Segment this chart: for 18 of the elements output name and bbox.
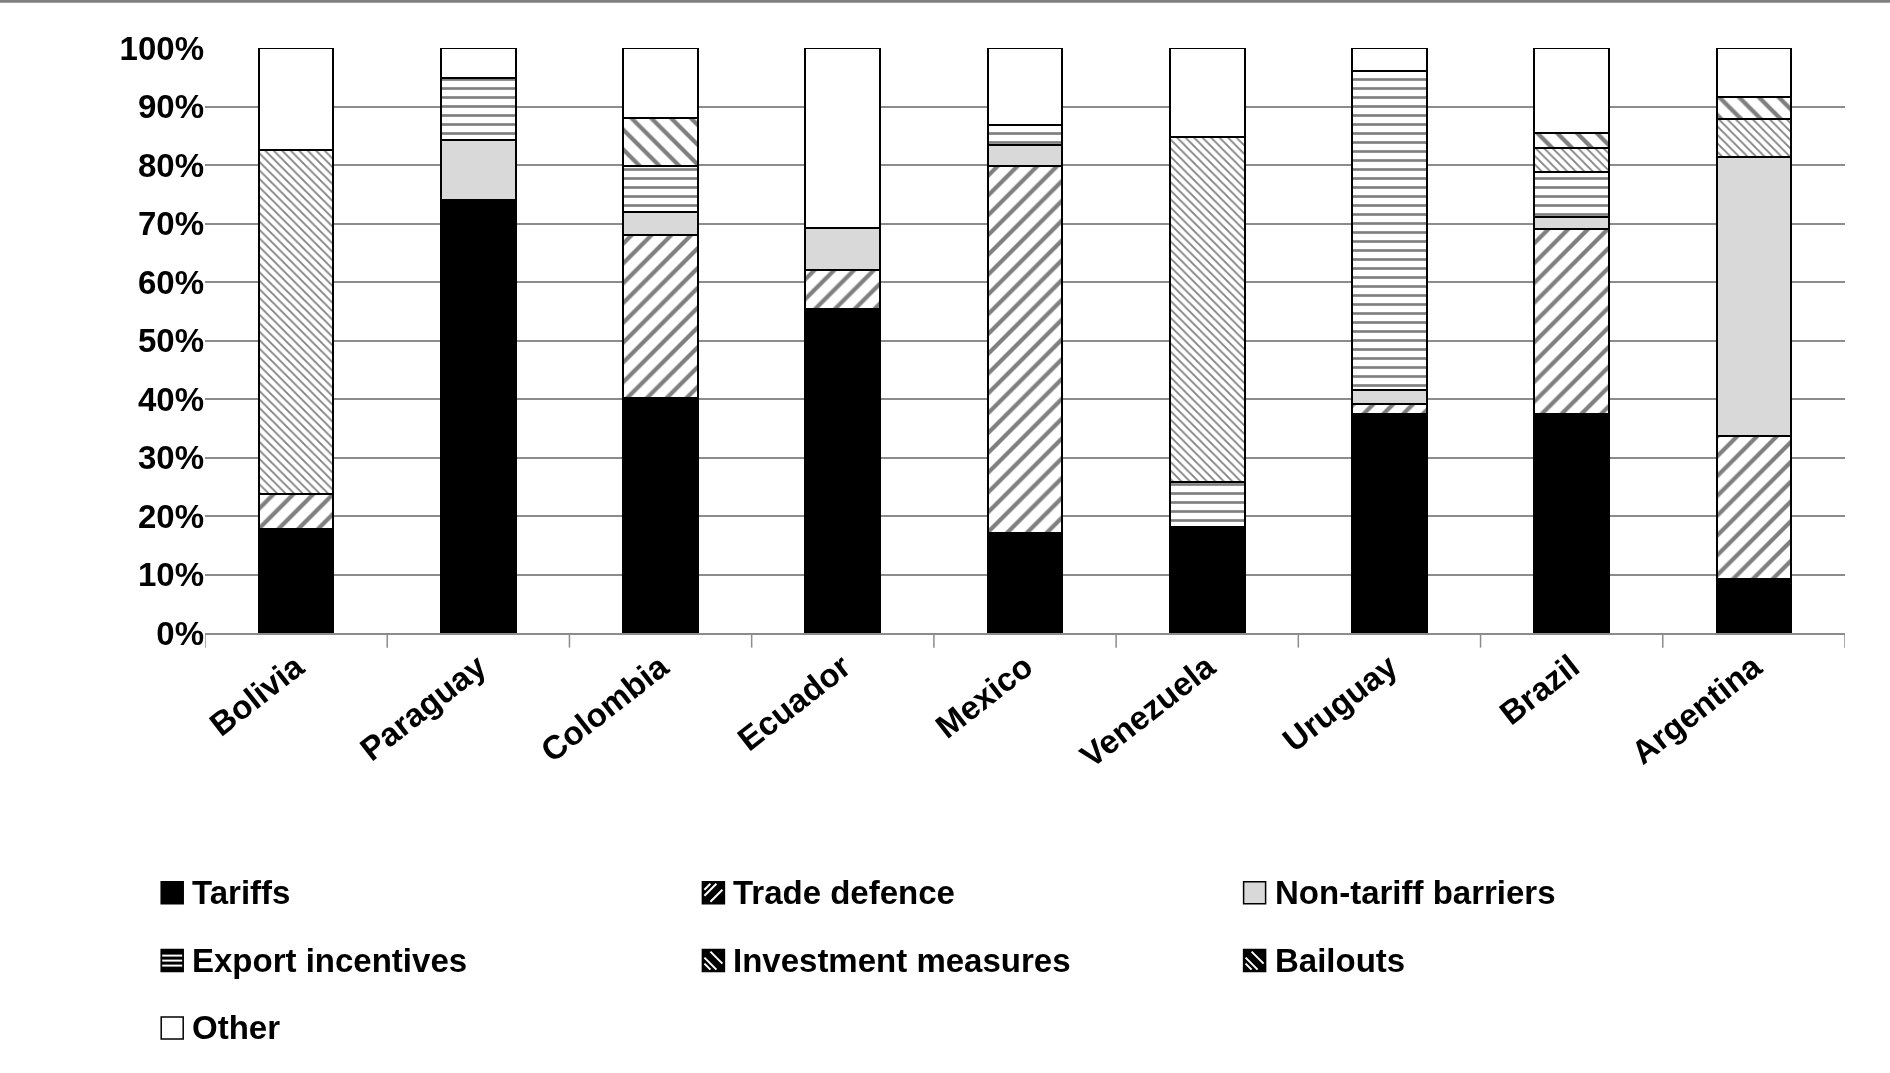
y-tick-label: 90% [137, 88, 204, 126]
y-tick-label: 20% [137, 497, 204, 535]
y-tick-label: 60% [137, 263, 204, 301]
y-tick-label: 70% [137, 205, 204, 243]
y-tick-label: 0% [156, 614, 204, 652]
legend-label: Trade defence [733, 874, 955, 911]
y-tick-label: 10% [137, 556, 204, 594]
legend-label: Bailouts [1275, 942, 1406, 979]
legend-label: Other [192, 1009, 281, 1046]
y-tick-label: 30% [137, 439, 204, 477]
y-tick-label: 40% [137, 380, 204, 418]
y-tick-label: 100% [119, 29, 204, 67]
legend-label: Investment measures [733, 942, 1071, 979]
y-tick-label: 50% [137, 322, 204, 360]
legend-label: Non-tariff barriers [1275, 874, 1556, 911]
legend-label: Tariffs [192, 874, 291, 911]
y-tick-label: 80% [137, 146, 204, 184]
legend-label: Export incentives [192, 942, 468, 979]
